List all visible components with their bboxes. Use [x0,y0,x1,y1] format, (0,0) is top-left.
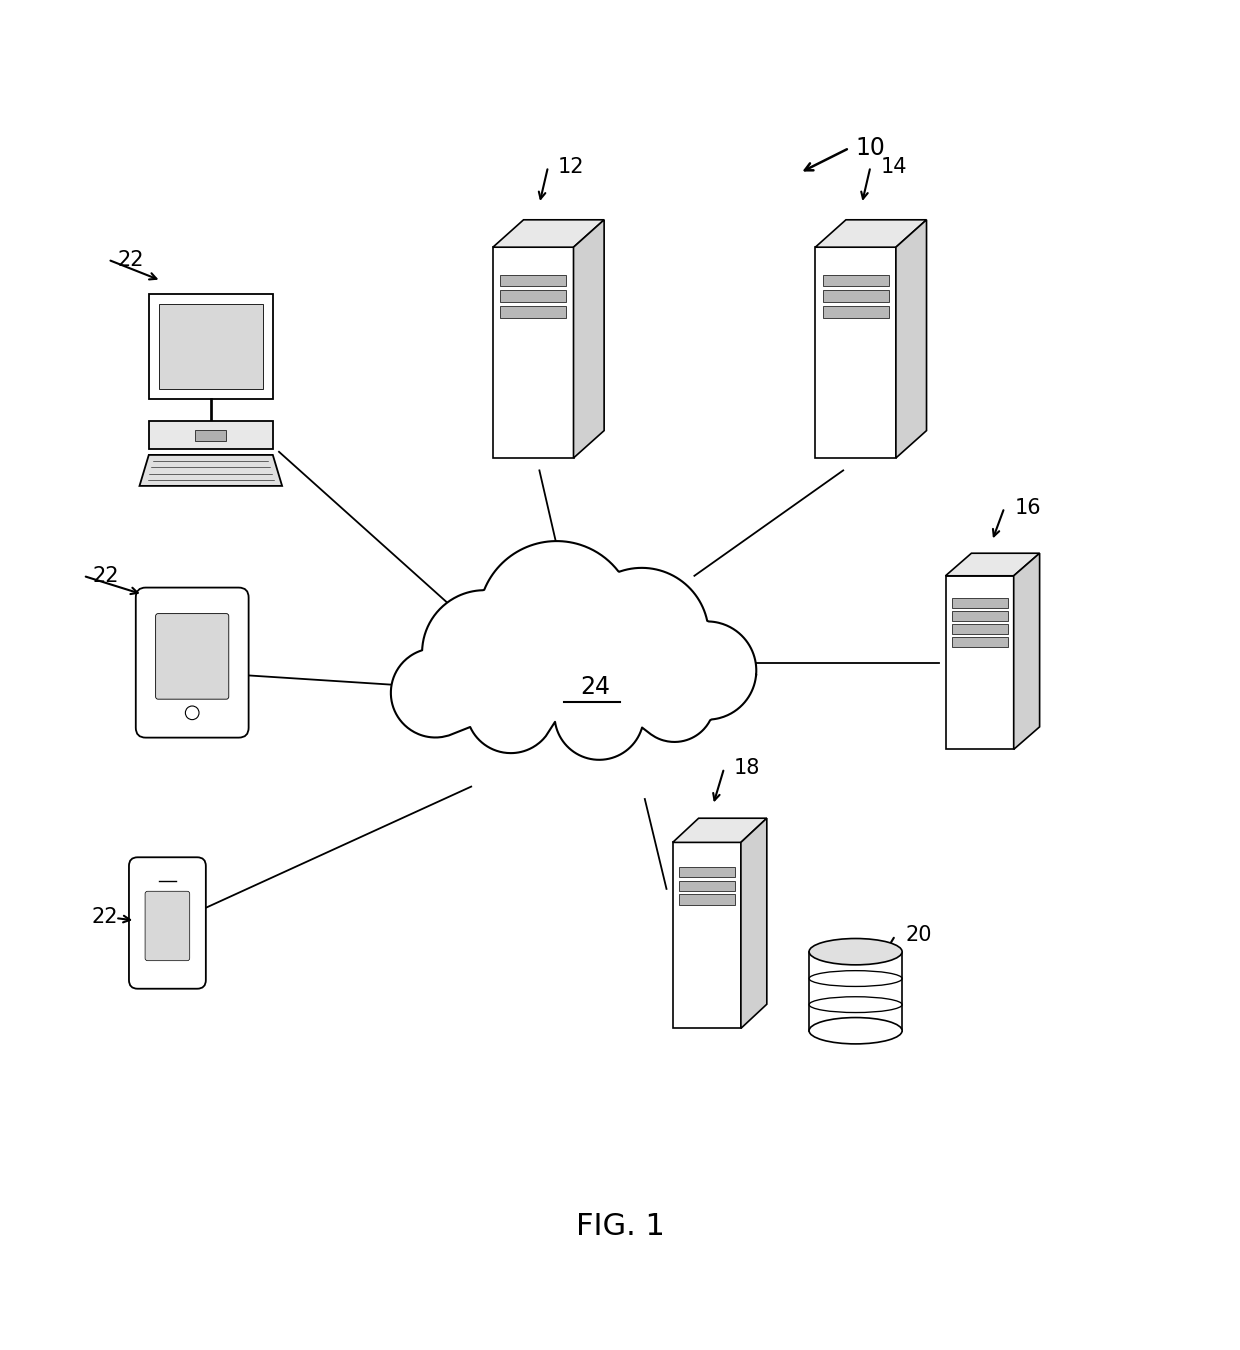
Polygon shape [951,598,1008,608]
Polygon shape [500,274,567,286]
Polygon shape [678,880,735,891]
Text: 22: 22 [118,250,144,270]
Ellipse shape [808,938,901,965]
Polygon shape [951,612,1008,621]
Polygon shape [816,247,895,458]
Polygon shape [672,818,766,842]
Text: 10: 10 [856,136,885,161]
Circle shape [658,621,756,720]
Polygon shape [149,421,273,448]
Ellipse shape [808,1018,901,1044]
Polygon shape [946,576,1014,749]
Polygon shape [140,455,283,486]
Polygon shape [740,818,766,1029]
Text: FIG. 1: FIG. 1 [575,1212,665,1241]
Polygon shape [822,290,889,302]
Polygon shape [492,220,604,247]
Circle shape [186,706,198,720]
Polygon shape [951,637,1008,647]
Text: 24: 24 [580,675,610,699]
Circle shape [635,662,714,743]
Text: 20: 20 [905,925,931,945]
FancyBboxPatch shape [145,891,190,961]
Text: 16: 16 [1014,498,1040,517]
Polygon shape [492,247,573,458]
Polygon shape [500,290,567,302]
Circle shape [466,664,556,753]
FancyBboxPatch shape [156,614,228,699]
Text: 22: 22 [92,907,118,927]
Polygon shape [573,220,604,458]
Text: 12: 12 [558,157,584,177]
Polygon shape [500,306,567,317]
Polygon shape [816,220,926,247]
Polygon shape [678,895,735,905]
FancyBboxPatch shape [129,857,206,988]
Text: 18: 18 [734,757,760,778]
Circle shape [554,671,644,760]
Circle shape [479,541,635,698]
Polygon shape [808,952,901,1044]
FancyBboxPatch shape [135,587,248,737]
Polygon shape [159,304,263,389]
Polygon shape [895,220,926,458]
Polygon shape [1014,554,1039,749]
Polygon shape [672,842,740,1029]
Circle shape [422,590,547,716]
Polygon shape [149,294,273,400]
Circle shape [391,648,480,737]
Polygon shape [946,554,1039,576]
Polygon shape [822,306,889,317]
Circle shape [575,568,709,702]
Text: 14: 14 [880,157,906,177]
Polygon shape [196,429,227,440]
Polygon shape [951,625,1008,634]
Polygon shape [822,274,889,286]
Polygon shape [678,867,735,876]
Text: 22: 22 [93,566,119,586]
